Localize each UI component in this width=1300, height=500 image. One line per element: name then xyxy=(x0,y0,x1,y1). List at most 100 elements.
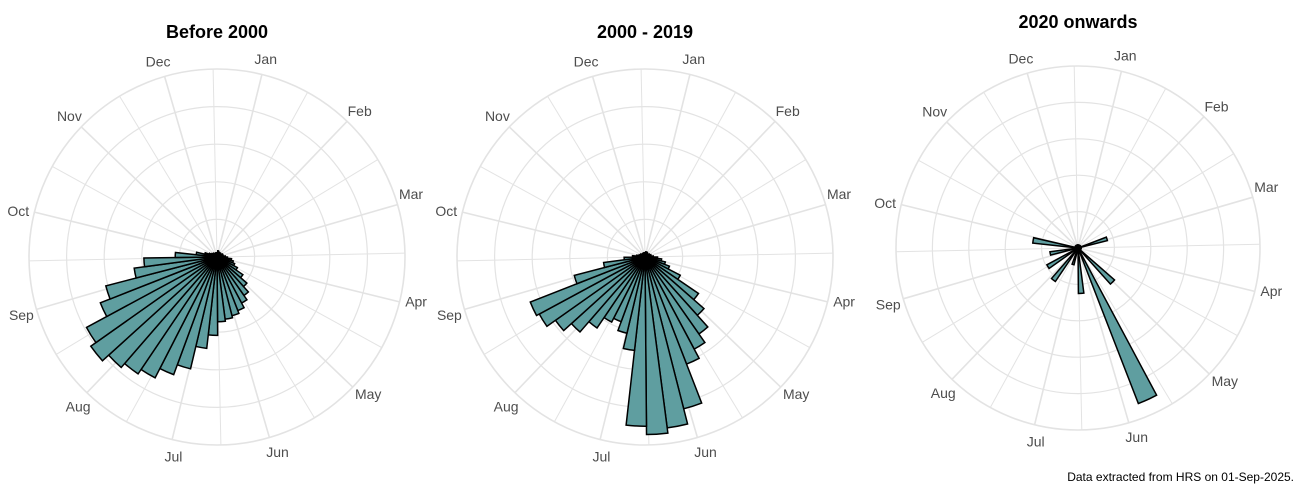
grid-spoke xyxy=(644,252,834,258)
bar-week-52 xyxy=(643,252,646,258)
grid-spoke xyxy=(946,121,1079,249)
bar-week-29 xyxy=(1071,247,1079,266)
grid-spoke xyxy=(216,159,379,258)
month-label-jan: Jan xyxy=(682,51,705,67)
bar-week-35 xyxy=(85,256,218,344)
month-label-aug: Aug xyxy=(494,398,519,414)
grid-spoke xyxy=(951,247,1079,380)
grid-spoke xyxy=(902,247,1079,300)
grid-spoke xyxy=(1073,65,1079,249)
grid-spoke xyxy=(216,74,263,258)
month-label-oct: Oct xyxy=(874,195,896,211)
grid-spoke xyxy=(1077,88,1167,249)
grid-spoke xyxy=(1033,247,1079,425)
month-label-jun: Jun xyxy=(266,444,289,460)
grid-spoke xyxy=(462,211,646,258)
grid-ring xyxy=(1004,174,1152,322)
grid-spoke xyxy=(1077,247,1238,337)
bar-week-36 xyxy=(529,256,646,317)
month-label-jul: Jul xyxy=(164,448,182,464)
bar-week-26 xyxy=(1077,247,1085,295)
month-label-sep: Sep xyxy=(437,307,462,323)
month-label-dec: Dec xyxy=(1008,50,1033,66)
grid-spoke xyxy=(989,247,1079,408)
chart-title: 2000 - 2019 xyxy=(597,22,693,42)
grid-ring xyxy=(28,68,406,446)
grid-spoke xyxy=(640,68,646,258)
grid-spoke xyxy=(918,159,1079,249)
bar-week-37 xyxy=(573,256,646,285)
bar-week-27 xyxy=(625,256,648,427)
bar-week-32 xyxy=(1050,247,1079,283)
bar-week-23 xyxy=(1077,247,1158,405)
grid-spoke xyxy=(644,74,691,258)
month-label-oct: Oct xyxy=(435,203,457,219)
grid-spoke xyxy=(34,211,218,258)
grid-spoke xyxy=(163,76,218,258)
bar-week-34 xyxy=(89,256,218,362)
grid-spoke xyxy=(216,203,398,258)
month-label-dec: Dec xyxy=(146,54,171,70)
grid-spoke xyxy=(644,256,828,303)
grid-ring xyxy=(103,143,331,371)
grid-ring xyxy=(456,68,834,446)
month-label-may: May xyxy=(355,386,381,402)
grid-spoke xyxy=(1077,247,1173,404)
grid-spoke xyxy=(644,120,776,258)
grid-spoke xyxy=(591,76,646,258)
bar-week-38 xyxy=(133,256,218,279)
grid-spoke xyxy=(480,165,646,258)
grid-spoke xyxy=(547,95,646,258)
month-label-aug: Aug xyxy=(66,398,91,414)
polar-chart-3: Jan Feb Mar Apr May Jun Jul Aug Sep Oct Nov Dec 2020… xyxy=(874,12,1282,449)
bar-week-38 xyxy=(602,256,646,269)
bar-week-36 xyxy=(99,256,218,318)
grid-spoke xyxy=(895,247,1079,253)
grid-spoke xyxy=(119,95,218,258)
month-label-jul: Jul xyxy=(1027,433,1045,449)
chart-title: Before 2000 xyxy=(166,22,268,42)
grid-spoke xyxy=(212,68,218,258)
month-label-mar: Mar xyxy=(399,186,423,202)
grid-spoke xyxy=(1077,243,1261,249)
grid-spoke xyxy=(1026,72,1079,249)
bar-week-35 xyxy=(1045,247,1079,270)
data-source-caption: Data extracted from HRS on 01-Sep-2025. xyxy=(1067,470,1294,484)
chart-title: 2020 onwards xyxy=(1018,12,1137,32)
bar-week-38 xyxy=(1049,247,1079,257)
month-label-jun: Jun xyxy=(1125,429,1148,445)
month-label-may: May xyxy=(1212,373,1238,389)
grid-spoke xyxy=(644,92,737,258)
month-label-mar: Mar xyxy=(1254,179,1278,195)
grid-spoke xyxy=(508,126,646,258)
grid-spoke xyxy=(80,126,218,258)
month-label-apr: Apr xyxy=(405,293,427,309)
bar-week-11 xyxy=(1077,236,1109,249)
month-label-apr: Apr xyxy=(833,293,855,309)
grid-ring xyxy=(895,65,1261,431)
month-label-nov: Nov xyxy=(57,108,82,124)
grid-spoke xyxy=(644,203,826,258)
grid-spoke xyxy=(216,92,309,258)
bar-week-37 xyxy=(104,256,218,300)
month-label-nov: Nov xyxy=(485,108,510,124)
month-label-feb: Feb xyxy=(348,103,372,119)
grid-spoke xyxy=(216,120,348,258)
month-label-feb: Feb xyxy=(776,103,800,119)
month-label-apr: Apr xyxy=(1260,283,1282,299)
month-label-mar: Mar xyxy=(827,186,851,202)
grid-spoke xyxy=(456,256,646,262)
grid-spoke xyxy=(983,92,1079,249)
grid-spoke xyxy=(216,256,400,303)
grid-ring xyxy=(931,101,1225,395)
month-label-sep: Sep xyxy=(876,296,901,312)
month-label-feb: Feb xyxy=(1204,99,1228,115)
month-label-may: May xyxy=(783,386,809,402)
month-label-oct: Oct xyxy=(7,203,29,219)
month-label-jan: Jan xyxy=(254,51,277,67)
grid-spoke xyxy=(52,165,218,258)
grid-spoke xyxy=(1077,116,1205,249)
month-label-jan: Jan xyxy=(1114,48,1137,64)
month-label-jun: Jun xyxy=(694,444,717,460)
